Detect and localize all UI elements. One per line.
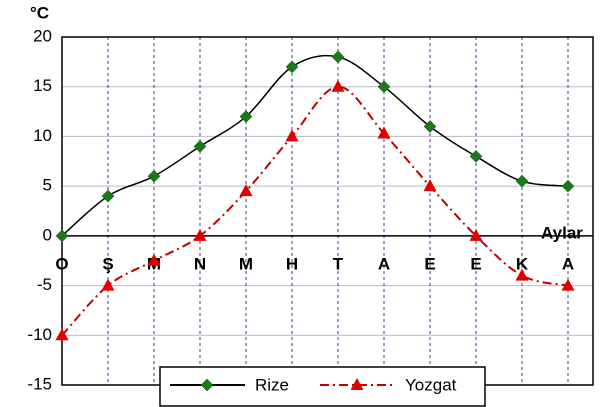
data-point — [423, 120, 437, 133]
data-point — [331, 50, 345, 64]
data-point — [55, 328, 69, 341]
legend-label: Yozgat — [405, 375, 457, 394]
legend-label: Rize — [255, 375, 289, 394]
y-tick-label: 10 — [33, 126, 52, 145]
data-point — [147, 169, 161, 183]
data-point — [423, 179, 437, 192]
data-point — [193, 140, 207, 153]
x-axis-label: Aylar — [541, 223, 583, 242]
y-tick-label: -5 — [37, 275, 52, 294]
data-point — [239, 110, 253, 123]
data-point — [101, 189, 115, 203]
data-point — [377, 80, 391, 94]
data-point — [101, 278, 115, 291]
y-axis-label: °C — [30, 3, 49, 22]
x-tick-label: M — [239, 254, 253, 273]
data-point — [285, 60, 299, 74]
legend-marker — [200, 378, 214, 392]
data-point — [239, 184, 253, 197]
x-tick-label: A — [378, 254, 390, 273]
x-tick-label: N — [194, 254, 206, 273]
y-tick-label: 5 — [43, 176, 52, 195]
x-tick-label: E — [470, 254, 481, 273]
legend-box — [159, 366, 486, 407]
y-tick-label: 20 — [33, 26, 52, 45]
data-point — [469, 149, 483, 163]
series-line — [61, 54, 569, 237]
series-line — [61, 85, 569, 336]
x-tick-label: K — [516, 254, 529, 273]
data-point — [377, 126, 391, 139]
data-point — [285, 129, 299, 142]
x-tick-label: H — [286, 254, 298, 273]
x-tick-label: A — [562, 254, 574, 273]
data-point — [515, 174, 529, 188]
y-tick-label: -10 — [27, 325, 52, 344]
plot-frame — [61, 36, 594, 386]
x-tick-label: E — [424, 254, 435, 273]
x-tick-label: Ş — [102, 254, 113, 273]
data-point — [147, 253, 161, 266]
data-point — [515, 268, 529, 281]
data-point — [193, 228, 207, 241]
data-point — [561, 179, 575, 193]
y-tick-label: 15 — [33, 76, 52, 95]
data-point — [469, 228, 483, 241]
legend-marker — [350, 378, 364, 390]
x-tick-label: O — [55, 254, 68, 273]
y-tick-label: 0 — [43, 225, 52, 244]
x-tick-label: T — [333, 254, 344, 273]
y-tick-label: -15 — [27, 374, 52, 393]
data-point — [55, 229, 69, 243]
data-point — [561, 278, 575, 291]
data-point — [331, 79, 345, 92]
